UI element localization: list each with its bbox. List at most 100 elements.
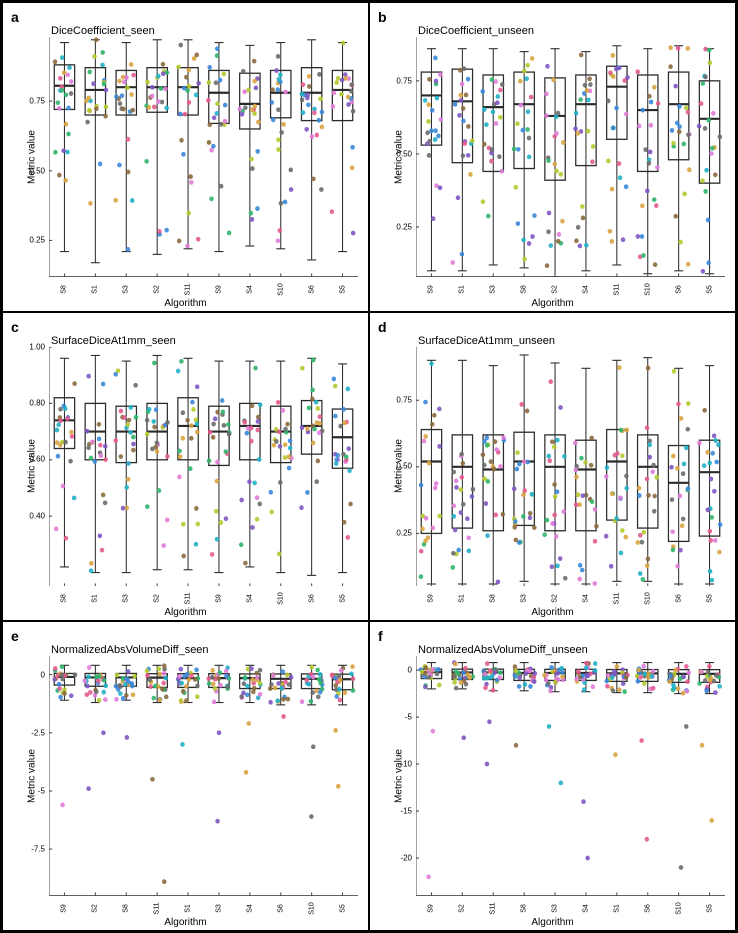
- ytick-label: 0.75: [396, 395, 416, 404]
- data-point: [433, 485, 438, 490]
- data-point: [435, 96, 440, 101]
- xtick-label: S4: [246, 285, 253, 294]
- data-point: [706, 218, 711, 223]
- panel-f: fNormalizedAbsVolumeDiff_unseenMetric va…: [369, 621, 736, 931]
- data-point: [318, 681, 323, 686]
- data-point: [549, 665, 554, 670]
- data-point: [554, 534, 559, 539]
- data-point: [257, 457, 262, 462]
- data-point: [606, 159, 611, 164]
- data-point: [671, 453, 676, 458]
- data-point: [636, 679, 641, 684]
- data-point: [240, 112, 245, 117]
- data-point: [708, 529, 713, 534]
- data-point: [527, 669, 532, 674]
- data-point: [179, 667, 184, 672]
- data-point: [562, 454, 567, 459]
- data-point: [281, 697, 286, 702]
- data-point: [103, 698, 108, 703]
- data-point: [333, 684, 338, 689]
- data-point: [624, 675, 629, 680]
- data-point: [430, 525, 435, 530]
- data-point: [341, 41, 346, 46]
- data-point: [525, 127, 530, 132]
- data-point: [466, 153, 471, 158]
- data-point: [466, 77, 471, 82]
- data-point: [97, 436, 102, 441]
- data-point: [227, 230, 232, 235]
- xtick-label: S3: [521, 595, 528, 604]
- data-point: [258, 402, 263, 407]
- data-point: [189, 436, 194, 441]
- data-point: [641, 664, 646, 669]
- xtick-label: S11: [613, 283, 620, 295]
- panel-c: cSurfaceDiceAt1mm_seenMetric valueAlgori…: [2, 312, 369, 622]
- data-point: [152, 105, 157, 110]
- data-point: [153, 444, 158, 449]
- data-point: [211, 421, 216, 426]
- data-point: [181, 553, 186, 558]
- data-point: [528, 515, 533, 520]
- data-point: [162, 671, 167, 676]
- outlier-point: [581, 800, 586, 805]
- data-point: [122, 80, 127, 85]
- data-point: [701, 81, 706, 86]
- data-point: [251, 690, 256, 695]
- data-point: [574, 474, 579, 479]
- data-point: [185, 243, 190, 248]
- data-point: [671, 547, 676, 552]
- plot-area: 0.400.600.801.00S8S1S3S2S11S9S4S10S6S5: [49, 347, 358, 587]
- data-point: [320, 110, 325, 115]
- data-point: [178, 454, 183, 459]
- data-point: [223, 103, 228, 108]
- data-point: [485, 443, 490, 448]
- data-point: [154, 407, 159, 412]
- data-point: [338, 698, 343, 703]
- xtick-label: S9: [61, 904, 68, 913]
- data-point: [58, 695, 63, 700]
- data-point: [645, 563, 650, 568]
- data-point: [651, 669, 656, 674]
- xtick-label: S8: [521, 904, 528, 913]
- data-point: [319, 187, 324, 192]
- data-point: [640, 234, 645, 239]
- data-point: [126, 170, 131, 175]
- data-point: [87, 108, 92, 113]
- data-point: [131, 73, 136, 78]
- data-point: [333, 413, 338, 418]
- data-point: [268, 686, 273, 691]
- data-point: [593, 581, 598, 586]
- data-point: [422, 438, 427, 443]
- outlier-point: [162, 880, 167, 885]
- data-point: [320, 125, 325, 130]
- data-point: [712, 433, 717, 438]
- data-point: [68, 458, 73, 463]
- data-point: [115, 673, 120, 678]
- data-point: [114, 697, 119, 702]
- data-point: [522, 257, 527, 262]
- data-point: [433, 137, 438, 142]
- data-point: [532, 680, 537, 685]
- data-point: [119, 408, 124, 413]
- data-point: [494, 447, 499, 452]
- data-point: [255, 206, 260, 211]
- data-point: [515, 450, 520, 455]
- xtick-label: S1: [459, 285, 466, 294]
- data-point: [682, 192, 687, 197]
- data-point: [65, 150, 70, 155]
- data-point: [130, 108, 135, 113]
- outlier-point: [333, 728, 338, 733]
- data-point: [278, 72, 283, 77]
- data-point: [635, 69, 640, 74]
- data-point: [576, 131, 581, 136]
- data-point: [253, 365, 258, 370]
- data-point: [580, 567, 585, 572]
- data-point: [619, 550, 624, 555]
- data-point: [718, 134, 723, 139]
- data-point: [438, 185, 443, 190]
- data-point: [563, 576, 568, 581]
- xtick-label: S4: [246, 595, 253, 604]
- data-point: [453, 102, 458, 107]
- data-point: [604, 474, 609, 479]
- data-point: [525, 408, 530, 413]
